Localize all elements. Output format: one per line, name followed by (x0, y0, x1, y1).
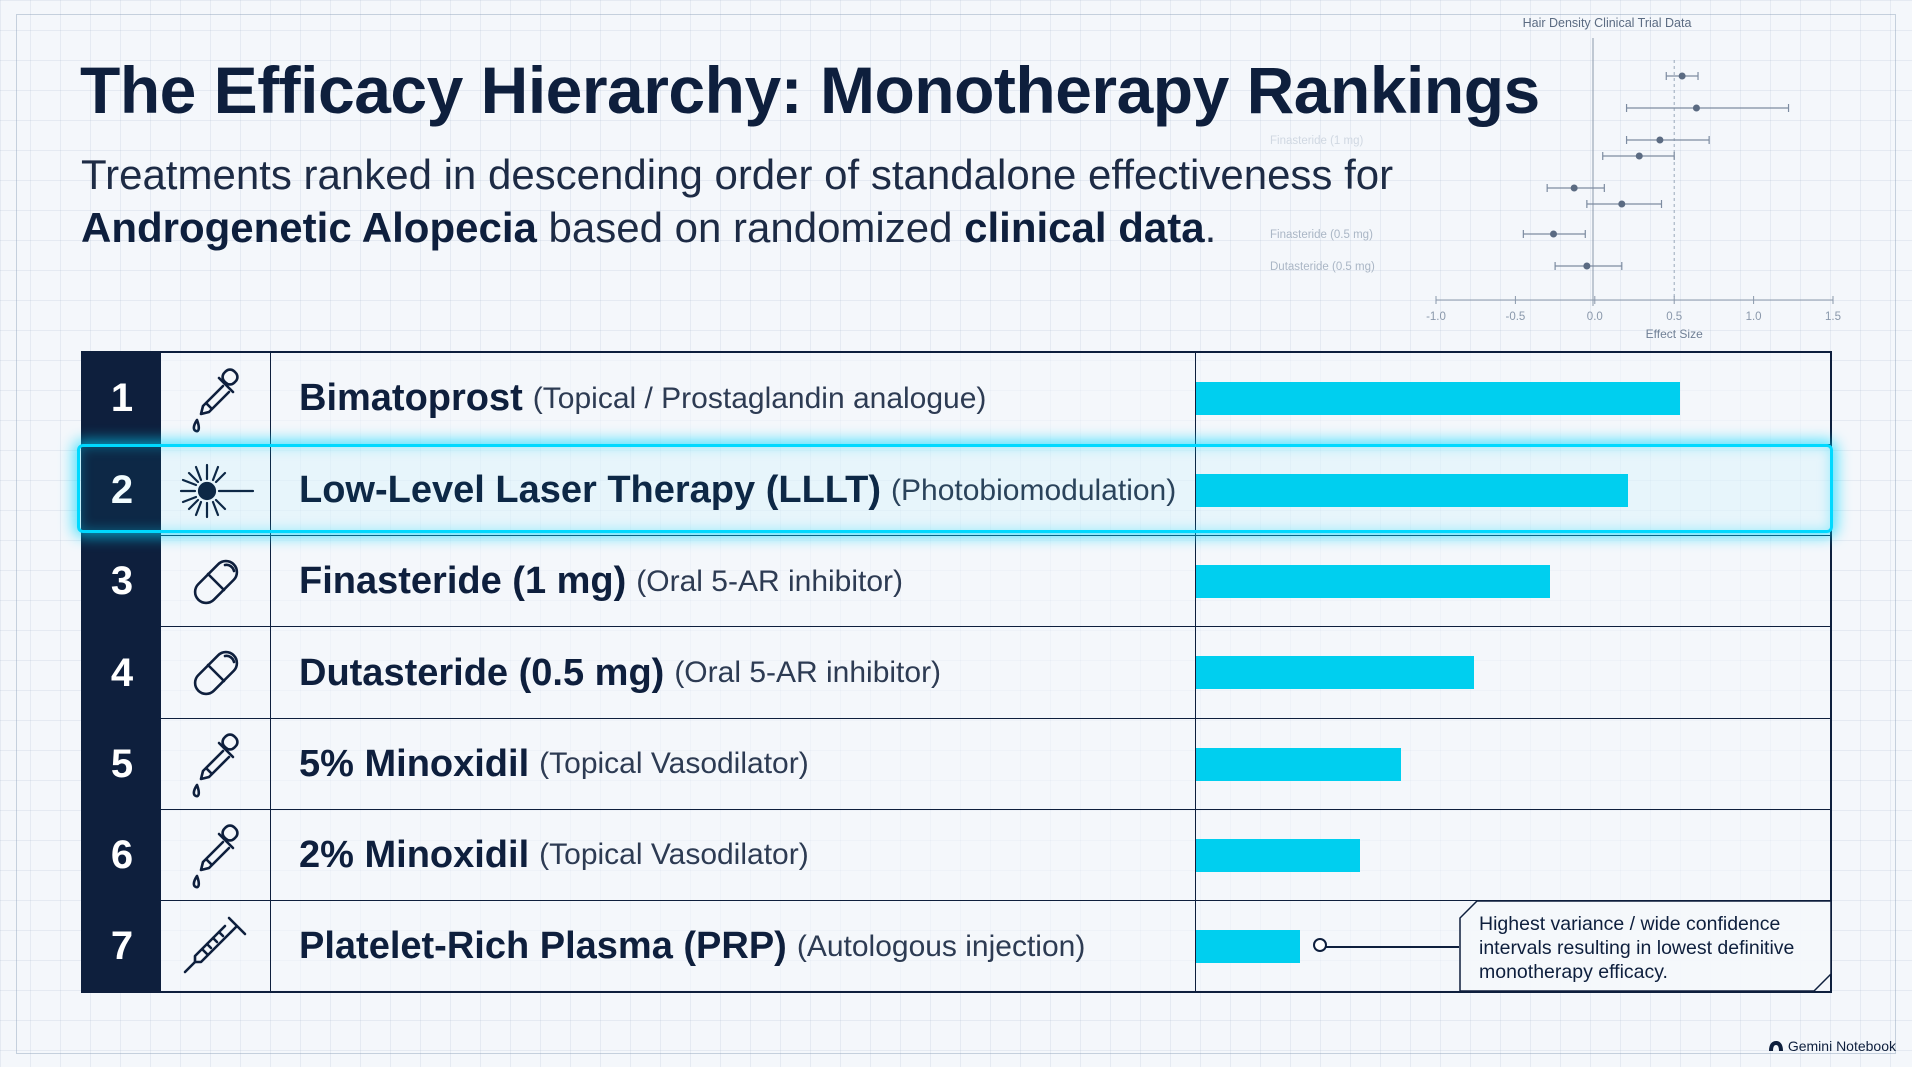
efficacy-bar (1196, 565, 1550, 599)
forest-point (1692, 104, 1700, 112)
rank-number: 7 (83, 900, 161, 993)
rank-number: 5 (83, 718, 161, 810)
bar-cell (1195, 900, 1830, 993)
forest-row-label: Finasteride (1 mg) (1270, 135, 1363, 147)
notebook-logo-icon (1768, 1041, 1783, 1051)
rank-number: 3 (83, 536, 161, 628)
efficacy-bar (1196, 838, 1360, 872)
brand-mark: Gemini Notebook (1768, 1038, 1896, 1054)
forest-point (1635, 152, 1643, 160)
table-row: 4 Dutasteride (0.5 mg) (Oral 5-AR inhibito… (83, 626, 1830, 719)
treatment-description: (Topical Vasodilator) (539, 838, 809, 872)
treatment-label: Finasteride (1 mg) (Oral 5-AR inhibitor) (299, 536, 903, 627)
efficacy-bar (1196, 929, 1300, 963)
subtitle-mid: based on randomized (536, 204, 965, 251)
table-row: 2 Low-Level Laser Therapy (LLLT) (Photobio… (83, 444, 1830, 537)
treatment-name: Dutasteride (0.5 mg) (299, 651, 665, 694)
rank-number: 6 (83, 809, 161, 902)
efficacy-bar (1196, 382, 1680, 415)
forest-point (1550, 230, 1558, 238)
treatment-description: (Oral 5-AR inhibitor) (674, 656, 942, 690)
table-row: 1 Bimatoprost (Topical / Prostaglandin ana… (83, 353, 1830, 445)
treatment-name: 5% Minoxidil (299, 742, 530, 785)
forest-tick-label: -1.0 (1426, 311, 1446, 323)
dropper-icon (161, 809, 271, 902)
bar-cell (1195, 718, 1830, 810)
table-row: 7 Platelet-Rich Plasma (PRP) (Autologous i… (83, 899, 1830, 993)
callout-box: Highest variance / wide confidence inter… (1459, 900, 1832, 992)
bar-cell (1195, 627, 1830, 719)
bar-cell (1195, 445, 1830, 537)
treatment-name: Bimatoprost (299, 377, 523, 420)
efficacy-bar (1196, 474, 1628, 508)
treatment-description: (Autologous injection) (796, 929, 1086, 963)
forest-plot-title: Hair Density Clinical Trial Data (1523, 16, 1692, 30)
forest-row-label: Finasteride (0.5 mg) (1270, 229, 1373, 241)
forest-point (1583, 262, 1591, 270)
pill-icon (161, 536, 271, 628)
forest-tick-label: 1.5 (1825, 311, 1841, 323)
efficacy-bar (1196, 656, 1475, 690)
treatment-name: 2% Minoxidil (299, 833, 530, 876)
subtitle-line1: Treatments ranked in descending order of… (81, 151, 1394, 198)
treatment-label: Low-Level Laser Therapy (LLLT) (Photobiom… (299, 445, 1176, 536)
pill-icon (161, 627, 271, 719)
bar-cell (1195, 353, 1830, 445)
treatment-label: 5% Minoxidil (Topical Vasodilator) (299, 719, 809, 810)
forest-point (1570, 184, 1578, 192)
callout-border (1459, 900, 1832, 992)
brand-text: Gemini Notebook (1787, 1038, 1896, 1054)
treatment-description: (Photobiomodulation) (891, 473, 1177, 507)
treatment-label: 2% Minoxidil (Topical Vasodilator) (299, 810, 809, 901)
treatment-label: Platelet-Rich Plasma (PRP) (Autologous in… (299, 901, 1085, 992)
forest-tick-label: 0.0 (1587, 311, 1603, 323)
efficacy-bar (1196, 747, 1402, 781)
treatment-description: (Oral 5-AR inhibitor) (636, 564, 904, 598)
callout-connector (1322, 946, 1459, 948)
treatment-label: Bimatoprost (Topical / Prostaglandin anal… (299, 353, 986, 444)
bar-cell (1195, 809, 1830, 902)
page-frame (16, 14, 1896, 1054)
page-subtitle: Treatments ranked in descending order of… (81, 148, 1501, 254)
forest-point (1618, 200, 1626, 208)
forest-point (1656, 136, 1664, 144)
forest-plot: Hair Density Clinical Trial Data -1.0 -0.5… (1270, 16, 1841, 341)
treatment-name: Low-Level Laser Therapy (LLLT) (299, 469, 882, 512)
table-row: 3 Finasteride (1 mg) (Oral 5-AR inhibitor) (83, 535, 1830, 628)
dropper-icon (161, 353, 271, 445)
treatment-description: (Topical Vasodilator) (539, 747, 809, 781)
forest-tick-label: 1.0 (1746, 311, 1762, 323)
treatment-description: (Topical / Prostaglandin analogue) (532, 381, 987, 415)
forest-tick-label: 0.5 (1666, 311, 1682, 323)
page-title: The Efficacy Hierarchy: Monotherapy Rank… (80, 53, 1540, 127)
forest-tick-label: -0.5 (1505, 311, 1525, 323)
forest-point (1678, 72, 1686, 80)
rank-number: 4 (83, 627, 161, 719)
table-row: 6 2% Minoxidil (Topical Vasodilator) (83, 808, 1830, 902)
forest-x-axis-label: Effect Size (1646, 327, 1703, 341)
treatment-label: Dutasteride (0.5 mg) (Oral 5-AR inhibitor… (299, 627, 941, 718)
rank-number: 2 (83, 445, 161, 537)
laser-icon (161, 445, 271, 537)
callout-anchor-dot (1313, 938, 1327, 952)
syringe-icon (161, 900, 271, 993)
forest-row-label: Dutasteride (0.5 mg) (1270, 261, 1375, 273)
treatment-name: Finasteride (1 mg) (299, 560, 627, 603)
dropper-icon (161, 718, 271, 810)
treatment-name: Platelet-Rich Plasma (PRP) (299, 925, 787, 968)
rankings-table: 1 Bimatoprost (Topical / Prostaglandin ana… (81, 351, 1832, 993)
subtitle-end: . (1204, 204, 1217, 251)
rank-number: 1 (83, 353, 161, 445)
table-row: 5 5% Minoxidil (Topical Vasodilator) (83, 717, 1830, 810)
subtitle-bold-condition: Androgenetic Alopecia (81, 204, 537, 251)
bar-cell (1195, 536, 1830, 628)
callout-text: Highest variance / wide confidence inter… (1479, 913, 1795, 983)
subtitle-bold-data: clinical data (964, 204, 1205, 251)
